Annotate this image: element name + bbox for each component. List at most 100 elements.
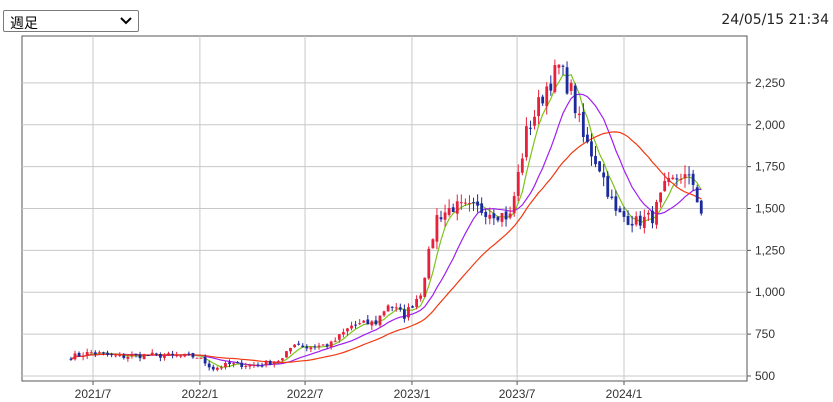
- candle-body: [492, 213, 496, 219]
- candle-body: [549, 83, 553, 91]
- candle-body: [236, 362, 240, 364]
- x-tick-label: 2021/7: [75, 387, 112, 401]
- candle: [163, 353, 166, 361]
- candle: [529, 120, 532, 136]
- candle: [427, 246, 431, 280]
- candle: [577, 106, 581, 123]
- candle-body: [675, 178, 679, 180]
- candle: [415, 295, 418, 310]
- candle: [272, 361, 276, 368]
- candle: [463, 198, 467, 206]
- candle: [516, 164, 520, 202]
- candle-body: [280, 358, 284, 361]
- candle-body: [419, 295, 423, 299]
- candle: [77, 351, 81, 357]
- candle-body: [199, 357, 203, 359]
- candle-body: [276, 361, 280, 363]
- candle-body: [663, 180, 667, 192]
- y-tick-label: 1,250: [755, 243, 785, 257]
- candle: [602, 164, 606, 187]
- candle-body: [459, 202, 463, 204]
- candle-body: [293, 344, 296, 348]
- candle: [106, 350, 109, 357]
- candle: [638, 211, 642, 230]
- candle-body: [472, 202, 475, 204]
- candle: [142, 353, 146, 360]
- candle-body: [504, 211, 508, 220]
- candle-body: [362, 320, 366, 323]
- candle: [533, 109, 536, 130]
- candle: [232, 361, 235, 368]
- y-tick-label: 1,000: [755, 285, 785, 299]
- candle-body: [614, 196, 618, 211]
- candle: [325, 343, 329, 349]
- candle-body: [516, 172, 520, 196]
- candle-body: [215, 367, 219, 370]
- period-select-value: 週足: [10, 16, 38, 32]
- timestamp: 24/05/15 21:34: [721, 12, 829, 28]
- candle-body: [207, 363, 211, 368]
- candle-body: [687, 174, 691, 176]
- candle-body: [443, 212, 447, 220]
- candle-body: [163, 355, 166, 358]
- candle: [683, 165, 687, 188]
- candle: [594, 145, 597, 168]
- candle-body: [122, 355, 126, 358]
- candle-body: [524, 126, 528, 158]
- candle-body: [256, 364, 260, 366]
- candle: [167, 351, 170, 356]
- candle: [224, 360, 227, 370]
- candle-body: [423, 277, 427, 297]
- candle: [260, 362, 264, 368]
- candle: [122, 353, 126, 360]
- candle: [541, 94, 545, 107]
- candle-body: [378, 315, 382, 326]
- candle-body: [488, 214, 492, 219]
- candle-body: [402, 309, 406, 319]
- candle-body: [455, 201, 459, 214]
- candle-body: [407, 307, 410, 318]
- candle-body: [118, 354, 122, 356]
- candle-body: [602, 172, 606, 178]
- candle-body: [508, 213, 512, 218]
- candle: [524, 117, 528, 161]
- candle-body: [610, 196, 614, 198]
- candle: [134, 353, 138, 358]
- candle-body: [183, 353, 187, 357]
- candle-body: [179, 355, 183, 357]
- candle-body: [647, 212, 650, 215]
- candle: [110, 352, 113, 358]
- candle: [598, 160, 601, 173]
- candle-body: [110, 354, 113, 356]
- candle: [581, 103, 585, 143]
- candle: [114, 354, 118, 358]
- candle-body: [415, 298, 418, 307]
- candle-body: [102, 352, 105, 354]
- candle: [484, 209, 488, 225]
- candle: [150, 349, 154, 356]
- candle-body: [73, 353, 77, 360]
- candle-body: [317, 345, 321, 347]
- candle-body: [382, 311, 386, 316]
- period-select[interactable]: 週足: [3, 10, 139, 32]
- candle: [199, 357, 203, 359]
- candle: [447, 199, 451, 217]
- candle-body: [260, 365, 264, 367]
- candle-body: [313, 346, 317, 348]
- candle-body: [85, 352, 89, 356]
- candle: [138, 351, 142, 362]
- candle: [219, 365, 223, 371]
- candle: [321, 344, 325, 346]
- candle: [297, 340, 301, 346]
- candle: [337, 334, 341, 343]
- candle-body: [398, 307, 402, 310]
- candle: [614, 190, 618, 216]
- candle: [350, 321, 353, 331]
- candle-body: [252, 364, 256, 366]
- candle-body: [150, 352, 154, 356]
- candle: [394, 303, 398, 312]
- candle: [293, 343, 296, 348]
- candle: [248, 363, 252, 370]
- candle: [280, 357, 284, 362]
- candle: [309, 346, 313, 353]
